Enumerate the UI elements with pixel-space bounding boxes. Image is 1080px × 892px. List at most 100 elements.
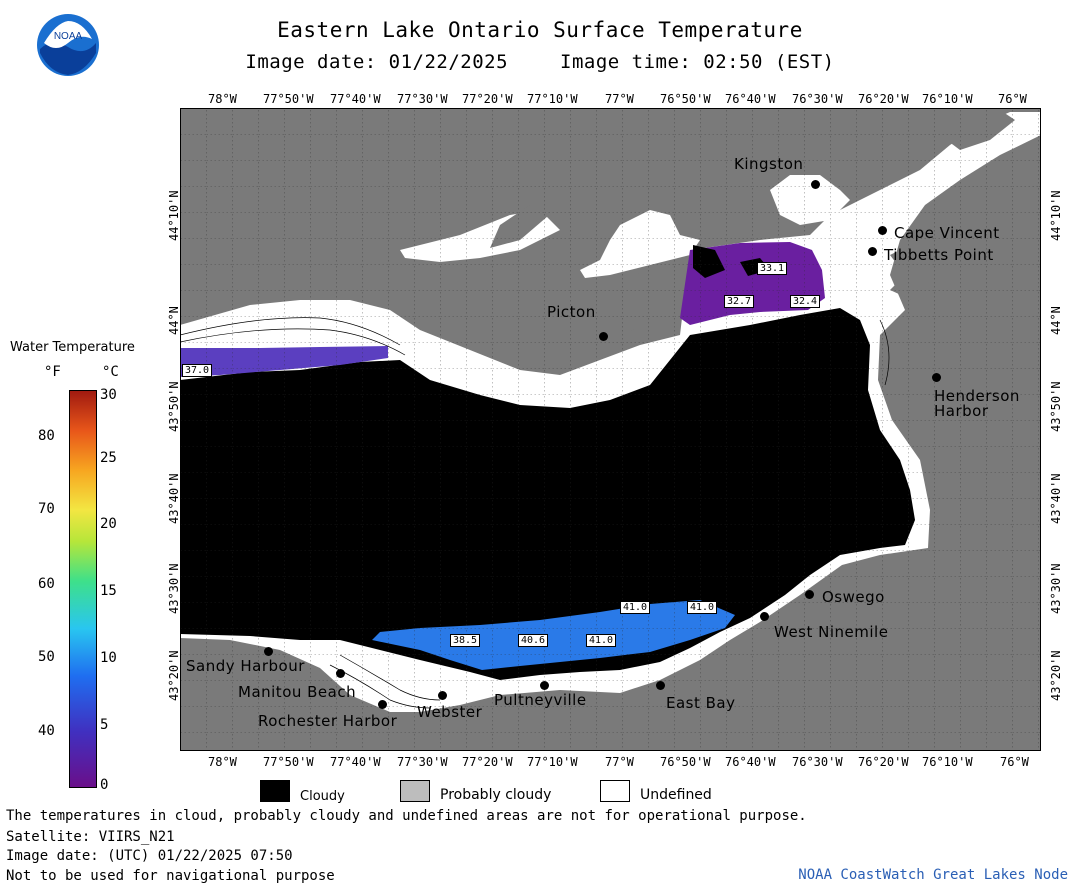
colorbar-tick-f: 60 xyxy=(38,576,55,592)
temperature-label: 41.0 xyxy=(620,601,651,614)
lat-label-right: 43°20'N xyxy=(1049,650,1063,701)
colorbar-tick-c: 5 xyxy=(100,717,109,733)
lat-label-right: 44°10'N xyxy=(1049,190,1063,241)
colorbar-gradient xyxy=(69,390,97,788)
lat-label-left: 43°50'N xyxy=(167,381,181,432)
lat-label-left: 44°N xyxy=(167,306,181,335)
lon-label-bottom: 76°50'W xyxy=(660,755,711,769)
lon-label-top: 76°40'W xyxy=(725,92,776,106)
oswego-marker xyxy=(805,590,814,599)
credit-link[interactable]: NOAA CoastWatch Great Lakes Node xyxy=(798,867,1068,883)
lon-label-bottom: 77°20'W xyxy=(462,755,513,769)
lon-label-bottom: 77°40'W xyxy=(330,755,381,769)
place-label-tibbetts-point: Tibbetts Point xyxy=(884,246,994,264)
colorbar-tick-c: 25 xyxy=(100,450,117,466)
place-label-henderson: Henderson xyxy=(934,387,1020,405)
noaa-logo-icon: NOAA xyxy=(36,13,100,77)
logo-text: NOAA xyxy=(54,31,83,42)
lat-label-right: 43°40'N xyxy=(1049,473,1063,524)
cape-vincent-marker xyxy=(878,226,887,235)
page-title: Eastern Lake Ontario Surface Temperature xyxy=(277,18,803,42)
tibbetts-point-marker xyxy=(868,247,877,256)
lon-label-top: 76°W xyxy=(998,92,1027,106)
place-label-kingston: Kingston xyxy=(734,155,804,173)
lat-label-left: 43°20'N xyxy=(167,650,181,701)
lon-label-bottom: 76°20'W xyxy=(858,755,909,769)
footer-satellite: Satellite: VIIRS_N21 xyxy=(6,829,175,845)
lat-label-right: 43°50'N xyxy=(1049,381,1063,432)
place-label-pultneyville: Pultneyville xyxy=(494,691,587,709)
colorbar-tick-c: 30 xyxy=(100,387,117,403)
colorbar-tick-f: 50 xyxy=(38,649,55,665)
pultneyville-marker xyxy=(540,681,549,690)
manitou-beach-marker xyxy=(336,669,345,678)
lat-label-right: 44°N xyxy=(1049,306,1063,335)
lake-map xyxy=(180,108,1041,751)
east-bay-marker xyxy=(656,681,665,690)
legend-label-probably-cloudy: Probably cloudy xyxy=(440,787,552,803)
lon-label-top: 76°50'W xyxy=(660,92,711,106)
lon-label-bottom: 77°30'W xyxy=(397,755,448,769)
lon-label-top: 77°10'W xyxy=(527,92,578,106)
place-label-harbor: Harbor xyxy=(934,402,989,420)
lon-label-top: 77°40'W xyxy=(330,92,381,106)
footer-navigation-warning: Not to be used for navigational purpose xyxy=(6,868,335,884)
place-label-manitou-beach: Manitou Beach xyxy=(238,683,357,701)
lon-label-top: 77°W xyxy=(605,92,634,106)
place-label-webster: Webster xyxy=(417,703,483,721)
colorbar-tick-c: 15 xyxy=(100,583,117,599)
place-label-east-bay: East Bay xyxy=(666,694,736,712)
place-label-rochester-harbor: Rochester Harbor xyxy=(258,712,398,730)
temperature-label: 41.0 xyxy=(586,634,617,647)
legend-swatch-cloudy xyxy=(260,780,290,802)
henderson-harbor-marker xyxy=(932,373,941,382)
lat-label-left: 43°40'N xyxy=(167,473,181,524)
lat-label-left: 43°30'N xyxy=(167,563,181,614)
lat-label-right: 43°30'N xyxy=(1049,563,1063,614)
legend-swatch-probably-cloudy xyxy=(400,780,430,802)
legend-label-cloudy: Cloudy xyxy=(300,789,345,804)
lon-label-bottom: 77°10'W xyxy=(527,755,578,769)
temperature-label: 32.7 xyxy=(724,295,755,308)
colorbar-tick-f: 80 xyxy=(38,428,55,444)
place-label-picton: Picton xyxy=(547,303,596,321)
image-date: Image date: 01/22/2025 xyxy=(245,51,509,73)
west-ninemile-marker xyxy=(760,612,769,621)
lon-label-bottom: 76°W xyxy=(1000,755,1029,769)
lon-label-top: 78°W xyxy=(208,92,237,106)
footer-disclaimer: The temperatures in cloud, probably clou… xyxy=(6,808,807,824)
sandy-harbour-marker xyxy=(264,647,273,656)
lat-label-left: 44°10'N xyxy=(167,190,181,241)
place-label-west-ninemile: West Ninemile xyxy=(774,623,889,641)
colorbar-tick-f: 70 xyxy=(38,501,55,517)
colorbar-tick-c: 20 xyxy=(100,516,117,532)
lon-label-bottom: 76°40'W xyxy=(725,755,776,769)
colorbar-unit-c: °C xyxy=(102,364,119,380)
temperature-label: 40.6 xyxy=(518,634,549,647)
lon-label-bottom: 77°W xyxy=(605,755,634,769)
lon-label-top: 76°30'W xyxy=(792,92,843,106)
colorbar-tick-f: 40 xyxy=(38,723,55,739)
temperature-label: 32.4 xyxy=(790,295,821,308)
lon-label-bottom: 76°30'W xyxy=(792,755,843,769)
webster-marker xyxy=(438,691,447,700)
lon-label-bottom: 77°50'W xyxy=(263,755,314,769)
colorbar-tick-c: 0 xyxy=(100,777,109,793)
lon-label-top: 76°10'W xyxy=(922,92,973,106)
colorbar-unit-f: °F xyxy=(44,364,61,380)
kingston-marker xyxy=(811,180,820,189)
picton-marker xyxy=(599,332,608,341)
footer-image-date-utc: Image date: (UTC) 01/22/2025 07:50 xyxy=(6,848,293,864)
lon-label-bottom: 76°10'W xyxy=(922,755,973,769)
place-label-cape-vincent: Cape Vincent xyxy=(894,224,1000,242)
temperature-label: 33.1 xyxy=(757,262,788,275)
legend-label-undefined: Undefined xyxy=(640,787,712,803)
image-time: Image time: 02:50 (EST) xyxy=(560,51,835,73)
lon-label-top: 77°30'W xyxy=(397,92,448,106)
image-datetime: Image date: 01/22/2025 Image time: 02:50… xyxy=(0,51,1080,73)
lon-label-top: 76°20'W xyxy=(858,92,909,106)
lon-label-top: 77°50'W xyxy=(263,92,314,106)
colorbar-title: Water Temperature xyxy=(10,340,135,355)
lon-label-top: 77°20'W xyxy=(462,92,513,106)
rochester-harbor-marker xyxy=(378,700,387,709)
